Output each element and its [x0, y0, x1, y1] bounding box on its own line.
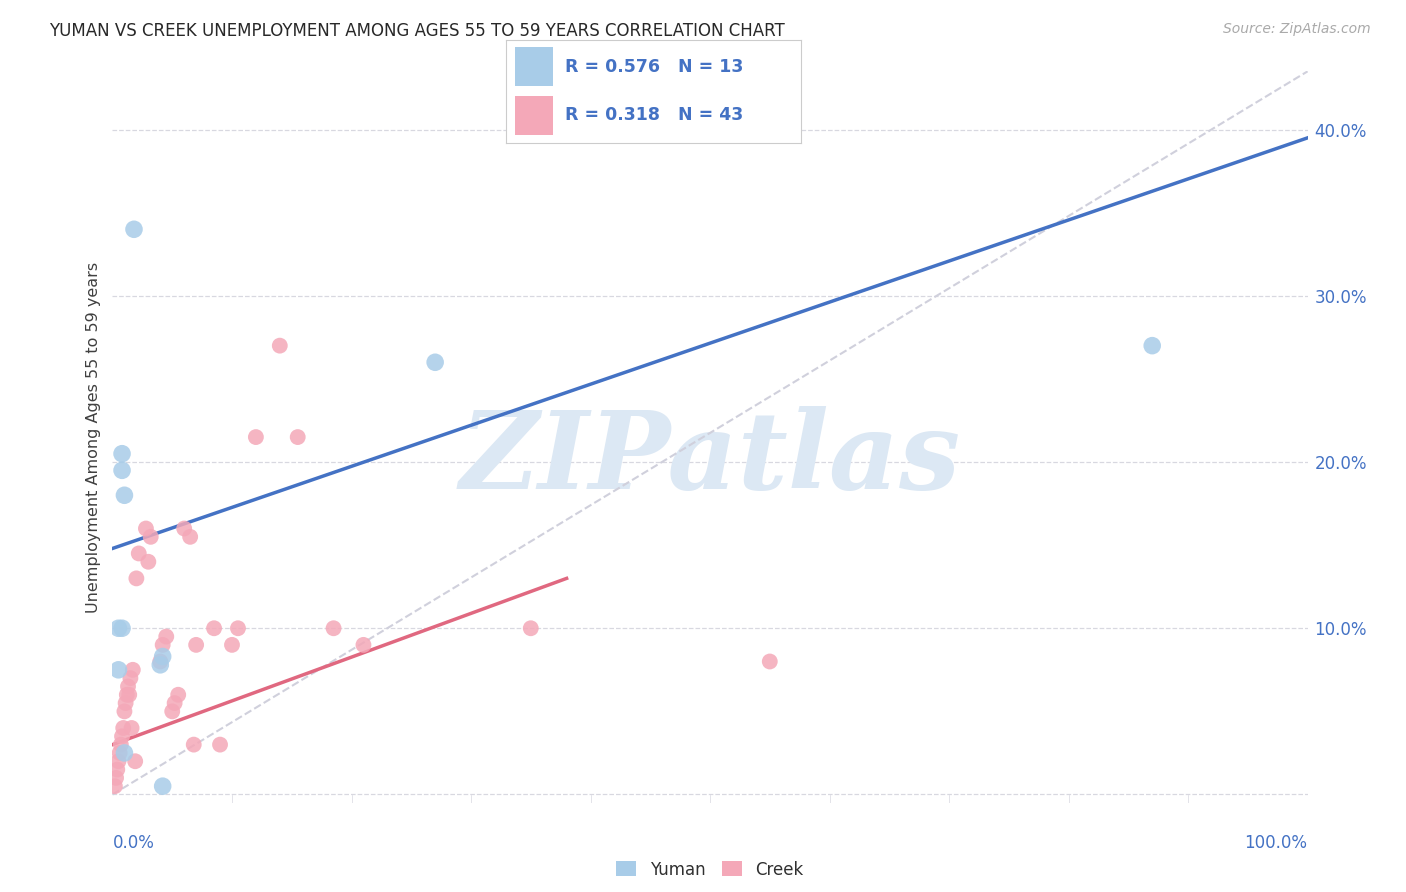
- Point: [111, 463, 134, 477]
- Point: [122, 222, 145, 236]
- Point: [110, 738, 132, 752]
- Point: [121, 663, 143, 677]
- Point: [152, 779, 174, 793]
- Point: [117, 680, 139, 694]
- Point: [114, 696, 136, 710]
- Point: [107, 663, 129, 677]
- Text: Source: ZipAtlas.com: Source: ZipAtlas.com: [1223, 22, 1371, 37]
- Bar: [515, 95, 554, 135]
- Point: [120, 671, 142, 685]
- Point: [152, 638, 174, 652]
- Point: [128, 546, 150, 560]
- Point: [162, 705, 183, 719]
- Point: [163, 696, 186, 710]
- Text: 100.0%: 100.0%: [1244, 834, 1308, 852]
- Point: [152, 649, 174, 664]
- Point: [425, 355, 447, 369]
- Y-axis label: Unemployment Among Ages 55 to 59 years: Unemployment Among Ages 55 to 59 years: [86, 261, 101, 613]
- Point: [183, 738, 205, 752]
- Point: [167, 688, 190, 702]
- Point: [125, 571, 148, 585]
- Point: [226, 621, 249, 635]
- Point: [114, 488, 135, 502]
- Point: [352, 638, 374, 652]
- Bar: [515, 47, 554, 87]
- Point: [107, 754, 129, 768]
- Point: [139, 530, 162, 544]
- Point: [520, 621, 543, 635]
- Point: [107, 621, 129, 635]
- Point: [115, 688, 138, 702]
- Point: [202, 621, 225, 635]
- Point: [759, 655, 782, 669]
- Point: [322, 621, 344, 635]
- Legend: Yuman, Creek: Yuman, Creek: [616, 861, 804, 879]
- Point: [108, 746, 131, 760]
- Point: [118, 688, 141, 702]
- Point: [208, 738, 231, 752]
- Text: YUMAN VS CREEK UNEMPLOYMENT AMONG AGES 55 TO 59 YEARS CORRELATION CHART: YUMAN VS CREEK UNEMPLOYMENT AMONG AGES 5…: [49, 22, 785, 40]
- Point: [121, 721, 143, 735]
- Text: 0.0%: 0.0%: [112, 834, 155, 852]
- Point: [124, 754, 146, 768]
- Point: [149, 655, 172, 669]
- Point: [105, 763, 128, 777]
- Point: [221, 638, 243, 652]
- Point: [1140, 338, 1163, 352]
- Point: [155, 630, 177, 644]
- Point: [179, 530, 201, 544]
- Point: [245, 430, 267, 444]
- Point: [186, 638, 208, 652]
- Point: [173, 521, 195, 535]
- Point: [138, 555, 160, 569]
- Text: R = 0.318   N = 43: R = 0.318 N = 43: [565, 106, 744, 124]
- Point: [111, 447, 134, 461]
- Text: R = 0.576   N = 13: R = 0.576 N = 13: [565, 58, 744, 76]
- Point: [114, 746, 135, 760]
- Text: ZIPatlas: ZIPatlas: [460, 406, 960, 512]
- Point: [287, 430, 309, 444]
- Point: [149, 657, 172, 672]
- Point: [105, 771, 128, 785]
- Point: [135, 521, 157, 535]
- Point: [104, 779, 127, 793]
- Point: [111, 729, 134, 743]
- Point: [114, 705, 135, 719]
- Point: [269, 338, 291, 352]
- Point: [111, 621, 134, 635]
- Point: [112, 721, 135, 735]
